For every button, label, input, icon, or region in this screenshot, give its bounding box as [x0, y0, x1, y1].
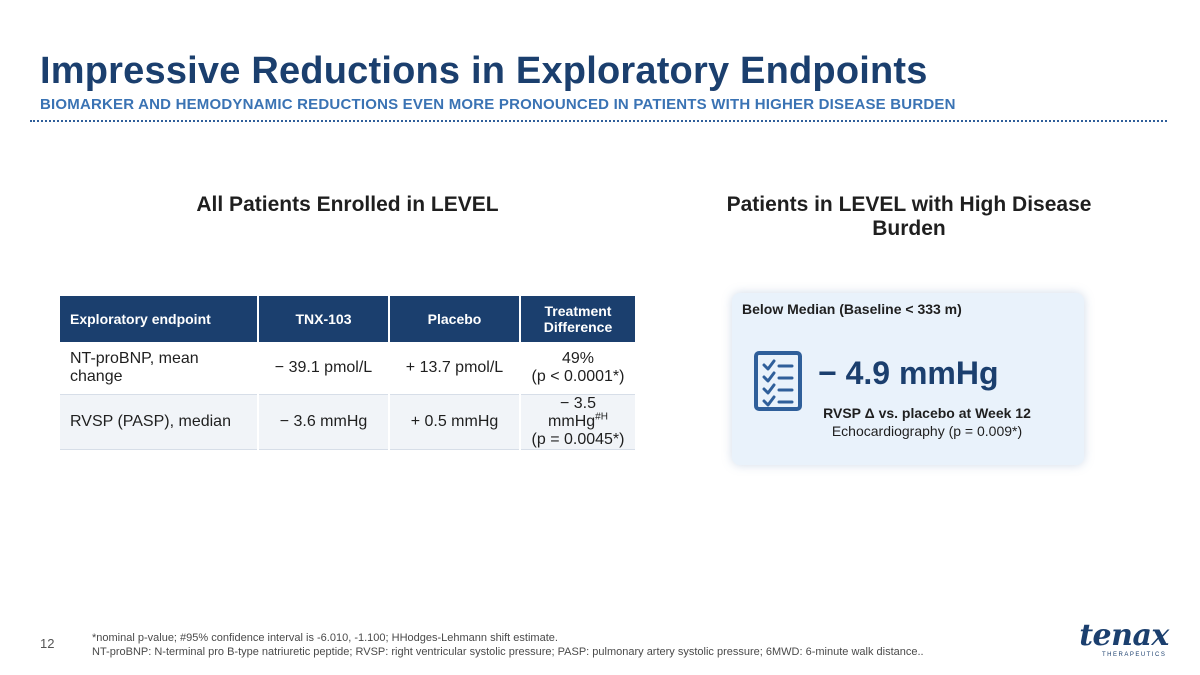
page-number: 12: [40, 636, 55, 651]
column-header-tnx103: TNX-103: [258, 296, 390, 342]
card-subgroup-label: Below Median (Baseline < 333 m): [742, 301, 962, 317]
all-patients-heading: All Patients Enrolled in LEVEL: [196, 193, 499, 216]
exploratory-endpoints-table: Exploratory endpoint TNX-103 Placebo Tre…: [60, 296, 635, 450]
cell-tnx103: − 39.1 pmol/L: [258, 342, 390, 395]
logo-subtext: THERAPEUTICS: [1102, 652, 1167, 658]
difference-superscript: #H: [595, 411, 608, 423]
column-header-endpoint: Exploratory endpoint: [60, 296, 259, 342]
cell-endpoint: NT-proBNP, mean change: [60, 342, 259, 395]
cell-placebo: + 13.7 pmol/L: [389, 342, 521, 395]
card-result-value: − 4.9 mmHg: [818, 355, 999, 391]
difference-p-value: (p < 0.0001*): [531, 368, 625, 385]
column-header-placebo: Placebo: [389, 296, 521, 342]
header-divider: [30, 120, 1167, 122]
table-row: RVSP (PASP), median − 3.6 mmHg + 0.5 mmH…: [60, 394, 635, 450]
cell-treatment-difference: − 3.5 mmHg#H (p = 0.0045*): [520, 394, 635, 450]
card-metric-label: RVSP Δ vs. placebo at Week 12: [823, 405, 1031, 421]
cell-placebo: + 0.5 mmHg: [389, 394, 521, 450]
difference-value: − 3.5 mmHg: [548, 395, 597, 430]
footnote-line-2: NT-proBNP: N-terminal pro B-type natriur…: [92, 646, 924, 658]
cell-treatment-difference: 49% (p < 0.0001*): [520, 342, 635, 395]
high-burden-heading: Patients in LEVEL with High Disease Burd…: [726, 193, 1092, 240]
page-subtitle: BIOMARKER AND HEMODYNAMIC REDUCTIONS EVE…: [40, 96, 956, 113]
high-burden-result-card: Below Median (Baseline < 333 m) − 4.9 mm…: [732, 293, 1084, 465]
logo-wordmark: tenax: [1079, 618, 1169, 653]
table-header-row: Exploratory endpoint TNX-103 Placebo Tre…: [60, 296, 635, 342]
page-title: Impressive Reductions in Exploratory End…: [40, 50, 928, 92]
tenax-logo: tenax THERAPEUTICS: [1074, 620, 1174, 664]
card-method-label: Echocardiography (p = 0.009*): [831, 423, 1023, 439]
cell-tnx103: − 3.6 mmHg: [258, 394, 390, 450]
footnote-line-1: *nominal p-value; #95% confidence interv…: [92, 632, 558, 644]
cell-endpoint: RVSP (PASP), median: [60, 394, 259, 450]
checklist-icon: [754, 351, 802, 411]
difference-value: 49%: [561, 350, 595, 367]
table-row: NT-proBNP, mean change − 39.1 pmol/L + 1…: [60, 342, 635, 395]
column-header-treatment-difference: Treatment Difference: [520, 296, 635, 342]
difference-p-value: (p = 0.0045*): [531, 431, 625, 448]
